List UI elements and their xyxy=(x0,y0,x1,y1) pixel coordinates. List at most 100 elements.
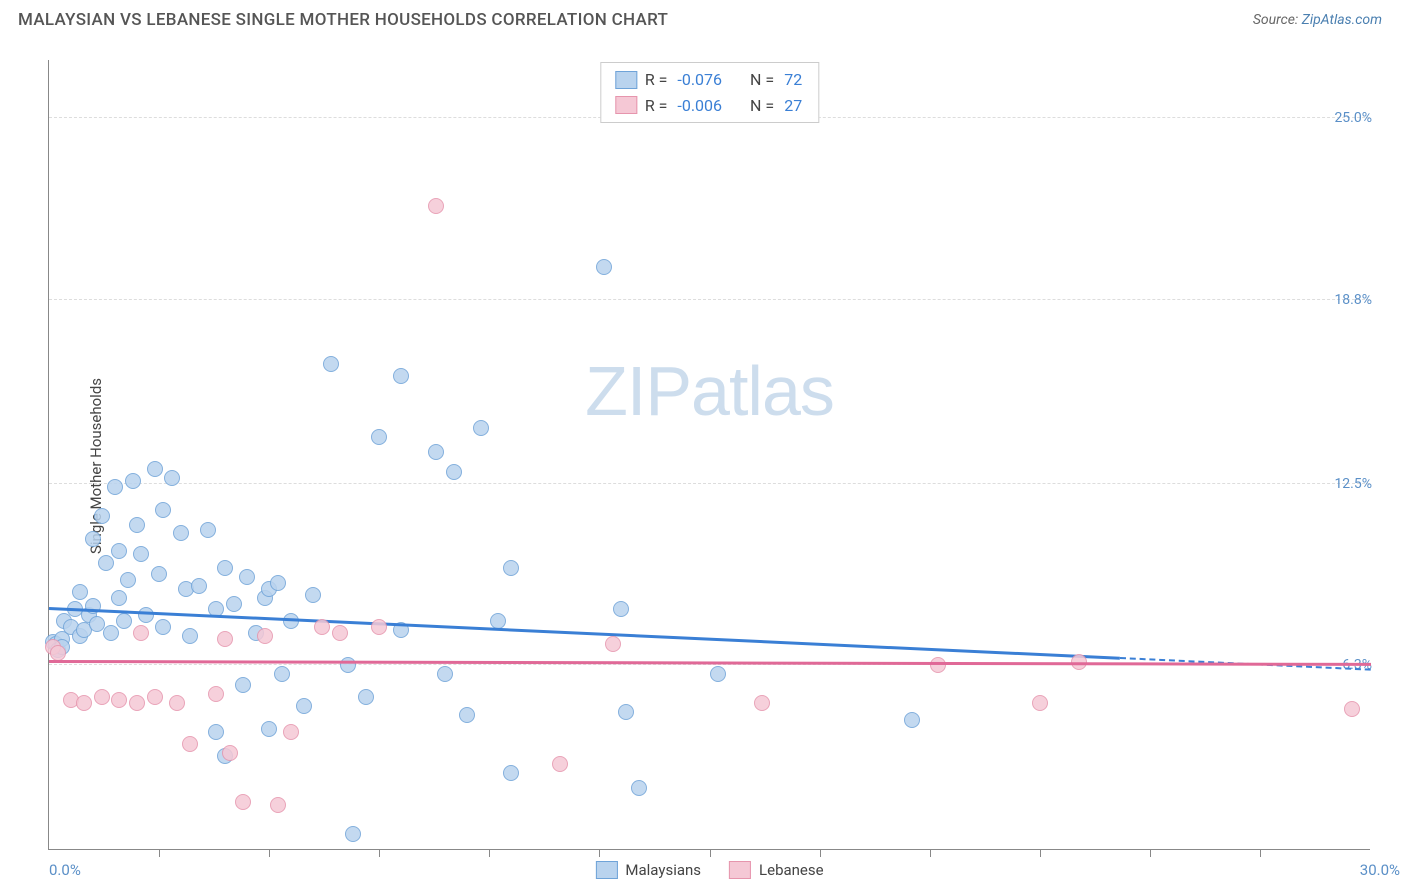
data-point xyxy=(164,470,180,486)
data-point xyxy=(120,572,136,588)
series-name: Lebanese xyxy=(759,861,824,879)
legend-n-label: N = xyxy=(750,67,774,93)
legend-r-value: -0.076 xyxy=(675,67,724,93)
data-point xyxy=(274,666,290,682)
data-point xyxy=(147,461,163,477)
series-name: Malaysians xyxy=(625,861,701,879)
data-point xyxy=(239,569,255,585)
data-point xyxy=(129,695,145,711)
data-point xyxy=(169,695,185,711)
data-point xyxy=(226,596,242,612)
data-point xyxy=(503,765,519,781)
data-point xyxy=(208,724,224,740)
data-point xyxy=(182,628,198,644)
source-attribution: Source: ZipAtlas.com xyxy=(1253,12,1382,28)
legend-row: R =-0.006N =27 xyxy=(615,93,804,119)
x-tick xyxy=(159,849,160,857)
gridline xyxy=(49,483,1370,484)
series-legend-item: Lebanese xyxy=(729,861,824,879)
data-point xyxy=(393,368,409,384)
data-point xyxy=(111,692,127,708)
data-point xyxy=(754,695,770,711)
x-tick xyxy=(489,849,490,857)
data-point xyxy=(111,543,127,559)
data-point xyxy=(98,555,114,571)
source-link[interactable]: ZipAtlas.com xyxy=(1302,12,1382,28)
data-point xyxy=(503,560,519,576)
data-point xyxy=(270,575,286,591)
data-point xyxy=(332,625,348,641)
x-axis-min-label: 0.0% xyxy=(49,861,81,879)
x-tick xyxy=(1260,849,1261,857)
x-axis-max-label: 30.0% xyxy=(1360,861,1400,879)
data-point xyxy=(371,619,387,635)
data-point xyxy=(208,686,224,702)
data-point xyxy=(473,420,489,436)
legend-swatch xyxy=(729,861,751,879)
data-point xyxy=(133,546,149,562)
data-point xyxy=(459,707,475,723)
legend-swatch xyxy=(615,71,637,89)
data-point xyxy=(94,689,110,705)
data-point xyxy=(173,525,189,541)
x-tick xyxy=(820,849,821,857)
data-point xyxy=(133,625,149,641)
data-point xyxy=(270,797,286,813)
series-legend-item: Malaysians xyxy=(595,861,701,879)
data-point xyxy=(323,356,339,372)
data-point xyxy=(235,794,251,810)
data-point xyxy=(155,502,171,518)
data-point xyxy=(103,625,119,641)
watermark: ZIPatlas xyxy=(585,351,834,431)
x-tick xyxy=(1040,849,1041,857)
plot-area: ZIPatlas R =-0.076N =72R =-0.006N =27 0.… xyxy=(48,60,1370,850)
data-point xyxy=(257,628,273,644)
data-point xyxy=(222,745,238,761)
series-legend: Malaysians Lebanese xyxy=(595,861,823,879)
y-tick-label: 12.5% xyxy=(1324,476,1372,492)
data-point xyxy=(1032,695,1048,711)
data-point xyxy=(710,666,726,682)
data-point xyxy=(85,598,101,614)
data-point xyxy=(50,645,66,661)
x-tick xyxy=(1150,849,1151,857)
data-point xyxy=(314,619,330,635)
legend-r-label: R = xyxy=(645,67,668,93)
data-point xyxy=(1344,701,1360,717)
data-point xyxy=(904,712,920,728)
data-point xyxy=(340,657,356,673)
data-point xyxy=(151,566,167,582)
legend-n-label: N = xyxy=(750,93,774,119)
data-point xyxy=(138,607,154,623)
legend-row: R =-0.076N =72 xyxy=(615,67,804,93)
data-point xyxy=(235,677,251,693)
legend-swatch xyxy=(595,861,617,879)
y-tick-label: 18.8% xyxy=(1324,292,1372,308)
data-point xyxy=(618,704,634,720)
data-point xyxy=(296,698,312,714)
legend-r-label: R = xyxy=(645,93,668,119)
data-point xyxy=(85,531,101,547)
data-point xyxy=(129,517,145,533)
x-tick xyxy=(269,849,270,857)
data-point xyxy=(111,590,127,606)
x-tick xyxy=(599,849,600,857)
x-tick xyxy=(710,849,711,857)
data-point xyxy=(283,613,299,629)
data-point xyxy=(217,631,233,647)
data-point xyxy=(305,587,321,603)
data-point xyxy=(446,464,462,480)
data-point xyxy=(217,560,233,576)
data-point xyxy=(552,756,568,772)
data-point xyxy=(345,826,361,842)
chart-container: Single Mother Households ZIPatlas R =-0.… xyxy=(0,40,1406,892)
data-point xyxy=(437,666,453,682)
data-point xyxy=(147,689,163,705)
data-point xyxy=(596,259,612,275)
data-point xyxy=(72,584,88,600)
data-point xyxy=(283,724,299,740)
data-point xyxy=(428,444,444,460)
correlation-legend: R =-0.076N =72R =-0.006N =27 xyxy=(600,62,819,123)
data-point xyxy=(191,578,207,594)
data-point xyxy=(155,619,171,635)
